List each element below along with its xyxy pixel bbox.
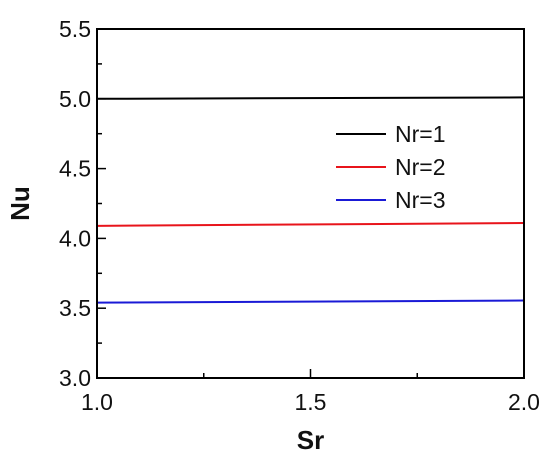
y-tick-labels: 3.0 3.5 4.0 4.5 5.0 5.5 xyxy=(59,16,91,391)
y-tick-label: 3.5 xyxy=(59,295,91,321)
x-tick-label: 1.5 xyxy=(295,389,327,415)
x-axis-title: Sr xyxy=(297,425,324,455)
series-line-nr-3 xyxy=(96,299,525,304)
y-axis-title: Nu xyxy=(5,186,35,221)
legend-item: Nr=1 xyxy=(336,121,446,147)
y-tick-label: 5.5 xyxy=(59,16,91,42)
y-tick-label: 5.0 xyxy=(59,86,91,112)
x-tick-marks xyxy=(96,369,525,378)
y-tick-marks xyxy=(97,28,106,379)
series-line-nr-1 xyxy=(96,96,525,100)
legend-label: Nr=2 xyxy=(395,154,446,180)
x-tick-label: 2.0 xyxy=(508,389,540,415)
y-tick-label: 4.0 xyxy=(59,225,91,251)
series-lines xyxy=(96,96,525,304)
legend-item: Nr=3 xyxy=(336,187,446,213)
y-tick-label: 4.5 xyxy=(59,156,91,182)
series-line-nr-2 xyxy=(96,222,525,227)
x-tick-label: 1.0 xyxy=(81,389,113,415)
legend-label: Nr=3 xyxy=(395,187,446,213)
x-tick-labels: 1.0 1.5 2.0 xyxy=(81,389,540,415)
legend-item: Nr=2 xyxy=(336,154,446,180)
legend: Nr=1 Nr=2 Nr=3 xyxy=(336,121,446,213)
y-tick-label: 3.0 xyxy=(59,365,91,391)
legend-label: Nr=1 xyxy=(395,121,446,147)
plot-frame xyxy=(96,28,525,379)
